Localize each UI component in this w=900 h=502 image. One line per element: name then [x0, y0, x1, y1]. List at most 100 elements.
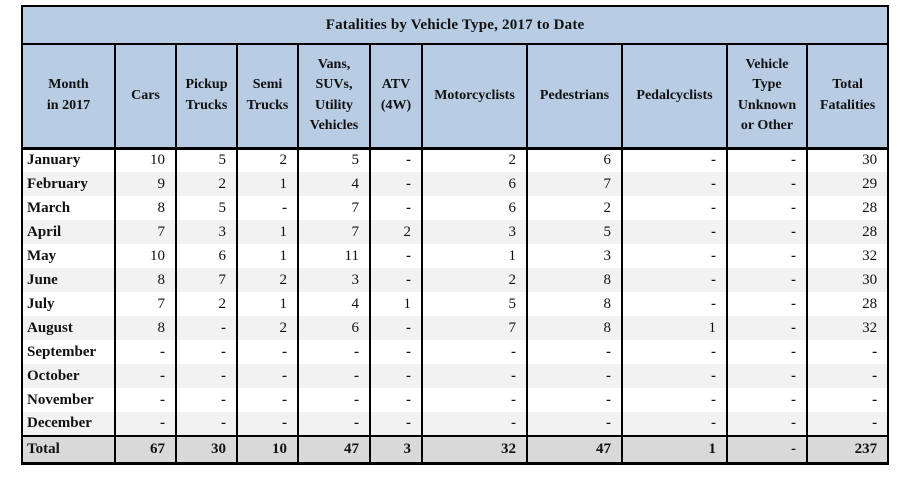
value-cell: - [369, 316, 422, 340]
value-cell: 30 [805, 268, 889, 292]
value-cell: 3 [175, 220, 237, 244]
total-value-cell: 10 [236, 435, 298, 463]
value-cell: - [526, 388, 622, 412]
value-cell: 30 [805, 148, 889, 172]
month-cell: July [21, 292, 115, 316]
month-cell: October [21, 364, 115, 388]
table-row: September - - - - - - - - - - [21, 340, 889, 364]
value-cell: 2 [421, 268, 527, 292]
value-cell: 7 [297, 220, 370, 244]
total-value-cell: 32 [421, 435, 527, 463]
table-row: August 8-2 6-7 8 1-32 [21, 316, 889, 340]
month-cell: June [21, 268, 115, 292]
column-header-semi-trucks: Semi Trucks [236, 44, 298, 150]
value-cell: - [621, 196, 727, 220]
value-cell: - [114, 412, 176, 436]
table-row: May 10 6 1 11-1 3- -32 [21, 244, 889, 268]
value-cell: - [369, 388, 422, 412]
value-cell: 7 [114, 292, 176, 316]
value-cell: 8 [526, 292, 622, 316]
value-cell: 2 [526, 196, 622, 220]
value-cell: 5 [526, 220, 622, 244]
value-cell: - [369, 148, 422, 172]
value-cell: - [621, 340, 727, 364]
value-cell: - [726, 244, 807, 268]
value-cell: 2 [175, 172, 237, 196]
column-header-cars: Cars [114, 44, 176, 150]
table-row: October - - - - - - - - - - [21, 364, 889, 388]
value-cell: 11 [297, 244, 370, 268]
value-cell: - [621, 292, 727, 316]
value-cell: 10 [114, 148, 176, 172]
column-header-total-fatalities: Total Fatalities [805, 44, 889, 150]
value-cell: - [726, 316, 807, 340]
table-body: January 10 5 2 5-2 6- -30 February 9 2 1 4-6 7- -29 Ma… [21, 148, 889, 463]
value-cell: - [805, 388, 889, 412]
table-row: July 7 2 1 4 1 5 8- -28 [21, 292, 889, 316]
column-header-motorcyclists: Motorcyclists [421, 44, 527, 150]
value-cell: - [726, 292, 807, 316]
value-cell: - [175, 340, 237, 364]
total-value-cell: 47 [297, 435, 370, 463]
value-cell: 1 [421, 244, 527, 268]
value-cell: 1 [369, 292, 422, 316]
value-cell: - [369, 172, 422, 196]
value-cell: 5 [421, 292, 527, 316]
value-cell: - [236, 340, 298, 364]
value-cell: - [421, 340, 527, 364]
value-cell: 32 [805, 244, 889, 268]
value-cell: - [297, 412, 370, 436]
month-cell: November [21, 388, 115, 412]
value-cell: - [526, 412, 622, 436]
value-cell: - [236, 412, 298, 436]
value-cell: - [236, 364, 298, 388]
value-cell: 4 [297, 292, 370, 316]
value-cell: - [369, 340, 422, 364]
month-cell: September [21, 340, 115, 364]
value-cell: 28 [805, 292, 889, 316]
value-cell: - [621, 244, 727, 268]
month-cell: February [21, 172, 115, 196]
fatalities-table: Fatalities by Vehicle Type, 2017 to Date… [20, 5, 890, 465]
month-cell: March [21, 196, 115, 220]
table-row: June 8 7 2 3-2 8- -30 [21, 268, 889, 292]
value-cell: 7 [175, 268, 237, 292]
total-value-cell: 237 [805, 435, 889, 463]
value-cell: - [526, 364, 622, 388]
value-cell: 7 [526, 172, 622, 196]
table-title: Fatalities by Vehicle Type, 2017 to Date [20, 6, 889, 45]
table-row: April 7 3 1 7 2 3 5- -28 [21, 220, 889, 244]
value-cell: 3 [421, 220, 527, 244]
column-header-atv: ATV (4W) [369, 44, 422, 150]
value-cell: - [175, 412, 237, 436]
value-cell: - [726, 364, 807, 388]
value-cell: - [726, 388, 807, 412]
value-cell: 3 [526, 244, 622, 268]
column-header-pedestrians: Pedestrians [526, 44, 622, 150]
value-cell: - [369, 364, 422, 388]
value-cell: - [297, 388, 370, 412]
column-header-vehicle-type-unknown: Vehicle Type Unknown or Other [726, 44, 807, 150]
table-row: November - - - - - - - - - - [21, 388, 889, 412]
value-cell: 3 [297, 268, 370, 292]
value-cell: 2 [421, 148, 527, 172]
month-cell: August [21, 316, 115, 340]
value-cell: 6 [421, 196, 527, 220]
value-cell: - [621, 268, 727, 292]
value-cell: 1 [236, 292, 298, 316]
column-header-month: Month in 2017 [21, 44, 115, 150]
month-cell: December [21, 412, 115, 436]
value-cell: - [621, 364, 727, 388]
value-cell: - [297, 340, 370, 364]
table-title-row: Fatalities by Vehicle Type, 2017 to Date [20, 6, 889, 45]
value-cell: 8 [114, 268, 176, 292]
value-cell: - [621, 388, 727, 412]
value-cell: 7 [297, 196, 370, 220]
value-cell: 1 [621, 316, 727, 340]
value-cell: 1 [236, 244, 298, 268]
value-cell: - [726, 196, 807, 220]
value-cell: - [726, 340, 807, 364]
value-cell: 5 [175, 148, 237, 172]
total-value-cell: 67 [114, 435, 176, 463]
